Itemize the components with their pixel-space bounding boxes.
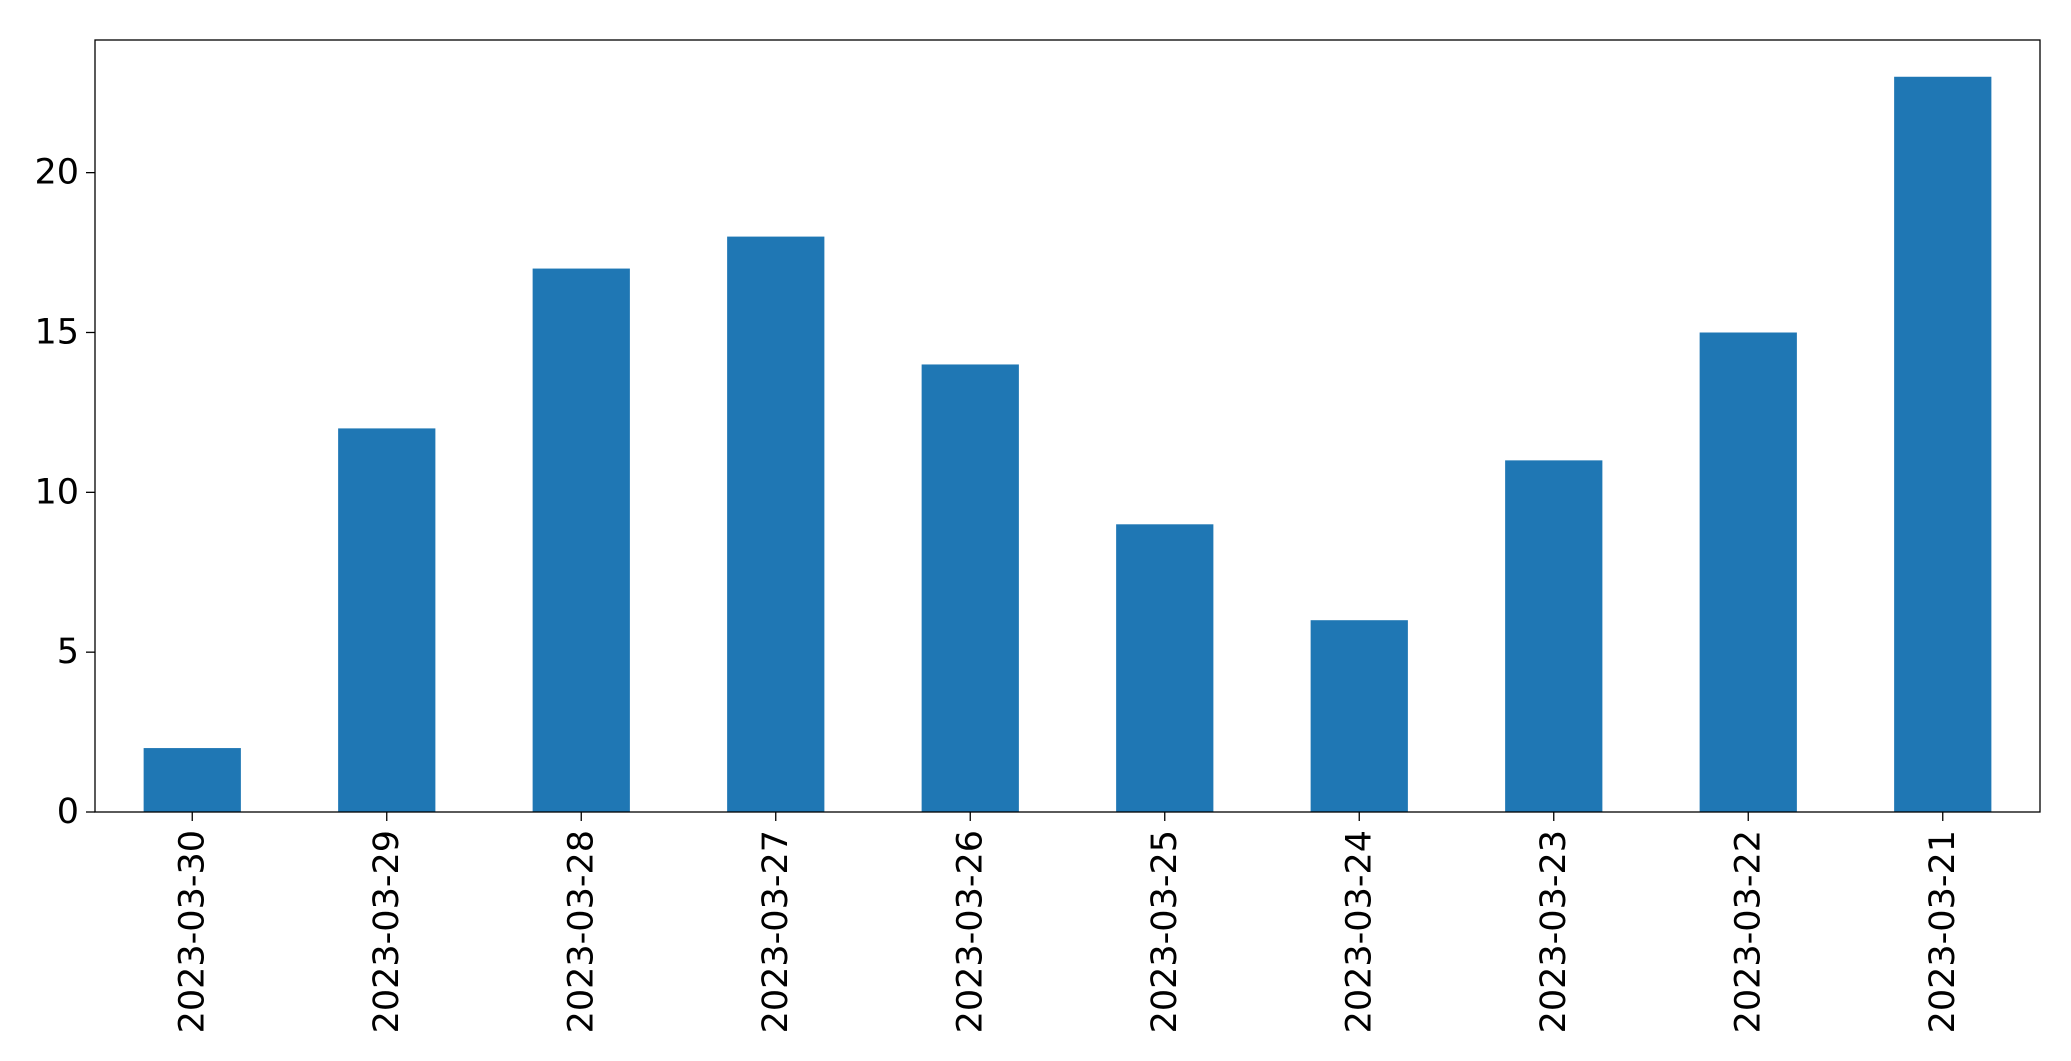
- bar-2023-03-28: [532, 268, 630, 812]
- bar-2023-03-23: [1505, 460, 1603, 812]
- x-tick-label: 2023-03-25: [1145, 830, 1185, 1033]
- axes-frame: [94, 39, 2041, 813]
- x-tick-label: 2023-03-28: [561, 830, 601, 1033]
- x-tick-label: 2023-03-26: [950, 830, 990, 1033]
- x-tick-label: 2023-03-30: [172, 830, 212, 1033]
- bars-layer: [143, 76, 1992, 813]
- x-tick-label: 2023-03-27: [756, 830, 796, 1033]
- bar-2023-03-30: [143, 748, 241, 812]
- y-tick-label: 0: [57, 792, 79, 832]
- bar-2023-03-29: [338, 428, 436, 812]
- x-tick-label: 2023-03-21: [1923, 830, 1963, 1033]
- y-tick-label: 15: [34, 312, 79, 352]
- bar-2023-03-26: [921, 364, 1019, 812]
- bar-2023-03-27: [727, 236, 825, 813]
- ticks-layer: 0 5 10 15 20 2023-03-30 2023-03-29 2023-03-28 20…: [34, 153, 1962, 1034]
- x-tick-label: 2023-03-29: [367, 830, 407, 1033]
- bar-2023-03-25: [1116, 524, 1214, 812]
- bar-2023-03-22: [1699, 332, 1797, 812]
- axes-layer: [94, 39, 2041, 813]
- bar-2023-03-24: [1310, 620, 1408, 812]
- x-tick-label: 2023-03-22: [1728, 830, 1768, 1033]
- y-tick-label: 10: [34, 472, 79, 512]
- y-tick-label: 20: [34, 153, 79, 193]
- x-tick-label: 2023-03-23: [1534, 830, 1574, 1033]
- y-tick-label: 5: [57, 632, 79, 672]
- x-tick-label: 2023-03-24: [1339, 830, 1379, 1033]
- bar-2023-03-21: [1894, 76, 1992, 812]
